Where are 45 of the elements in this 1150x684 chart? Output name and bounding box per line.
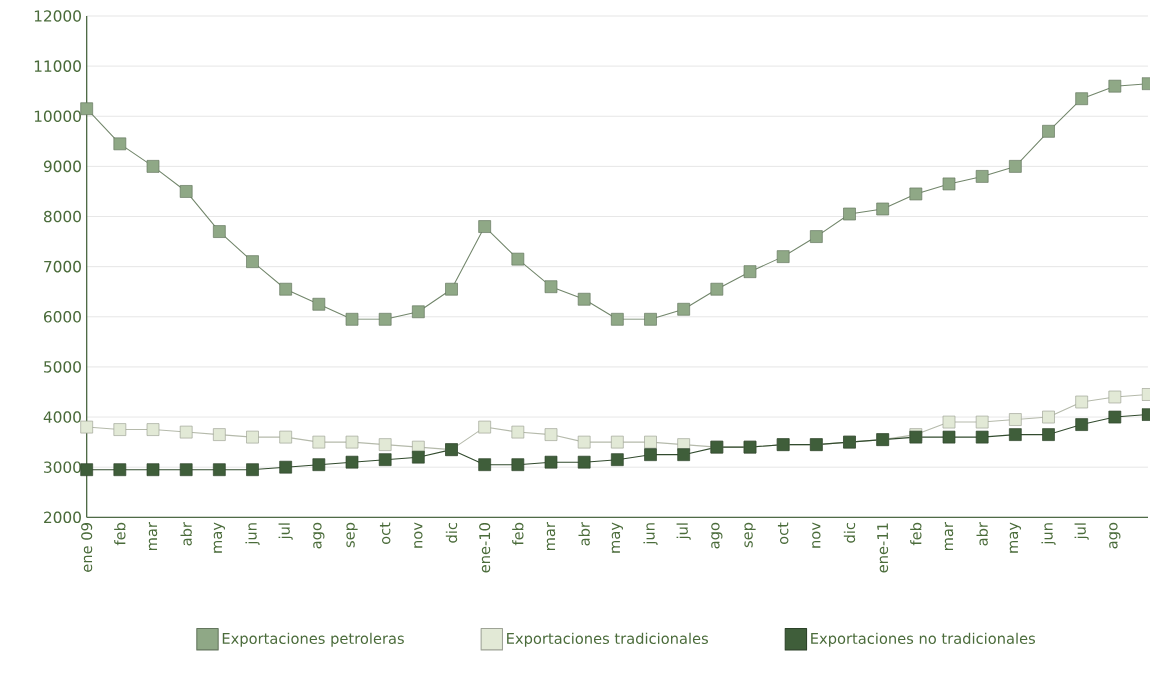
x-tick-label: ago xyxy=(711,522,723,549)
y-tick-label: 12000 xyxy=(34,10,81,22)
x-tick-label: mar xyxy=(546,522,556,550)
x-tick-label: feb xyxy=(910,522,922,546)
x-tick-label: jul xyxy=(1074,523,1089,540)
legend-label: Exportaciones no tradicionales xyxy=(811,632,1036,647)
y-tick-label: 8000 xyxy=(43,210,81,223)
x-tick-label: jun xyxy=(1041,523,1056,545)
x-tick-label: ene-11 xyxy=(877,523,889,573)
x-tick-label: may xyxy=(611,522,623,553)
y-tick-label: 10000 xyxy=(34,110,81,123)
x-tick-label: jul xyxy=(676,523,691,540)
x-tick-label: feb xyxy=(512,522,524,546)
y-tick-label: 11000 xyxy=(34,60,81,72)
x-tick-label: jun xyxy=(643,523,658,545)
y-tick-label: 9000 xyxy=(43,160,81,173)
y-tick-label: 5000 xyxy=(44,361,81,373)
x-tick-label: mar xyxy=(944,522,954,550)
x-tick-label: ene-10 xyxy=(479,523,491,573)
x-tick-label: may xyxy=(213,522,225,553)
legend-label: Exportaciones tradicionales xyxy=(507,632,708,647)
x-tick-label: ene 09 xyxy=(81,523,93,572)
x-tick-label: dic xyxy=(445,522,458,543)
y-tick-label: 7000 xyxy=(44,260,81,273)
x-tick-label: abr xyxy=(180,522,192,546)
x-tick-label: oct xyxy=(777,522,789,544)
x-tick-label: ago xyxy=(313,522,325,549)
x-tick-label: jul xyxy=(278,523,293,540)
x-tick-label: may xyxy=(1009,522,1021,553)
legend-label: Exportaciones petroleras xyxy=(222,632,404,647)
x-tick-label: sep xyxy=(346,522,358,548)
x-tick-label: mar xyxy=(148,522,158,550)
x-tick-label: feb xyxy=(114,522,126,546)
x-tick-label: jun xyxy=(245,523,260,545)
x-tick-label: abr xyxy=(976,522,988,546)
y-tick-label: 6000 xyxy=(44,310,81,323)
x-tick-label: dic xyxy=(843,522,856,543)
x-tick-label: sep xyxy=(744,522,756,548)
x-tick-label: oct xyxy=(379,522,391,544)
x-tick-label: abr xyxy=(578,522,590,546)
x-tick-label: ago xyxy=(1109,522,1121,549)
x-tick-label: nov xyxy=(414,522,423,548)
x-tick-label: nov xyxy=(812,522,821,548)
y-tick-label: 2000 xyxy=(44,511,81,524)
y-tick-label: 4000 xyxy=(43,411,81,423)
